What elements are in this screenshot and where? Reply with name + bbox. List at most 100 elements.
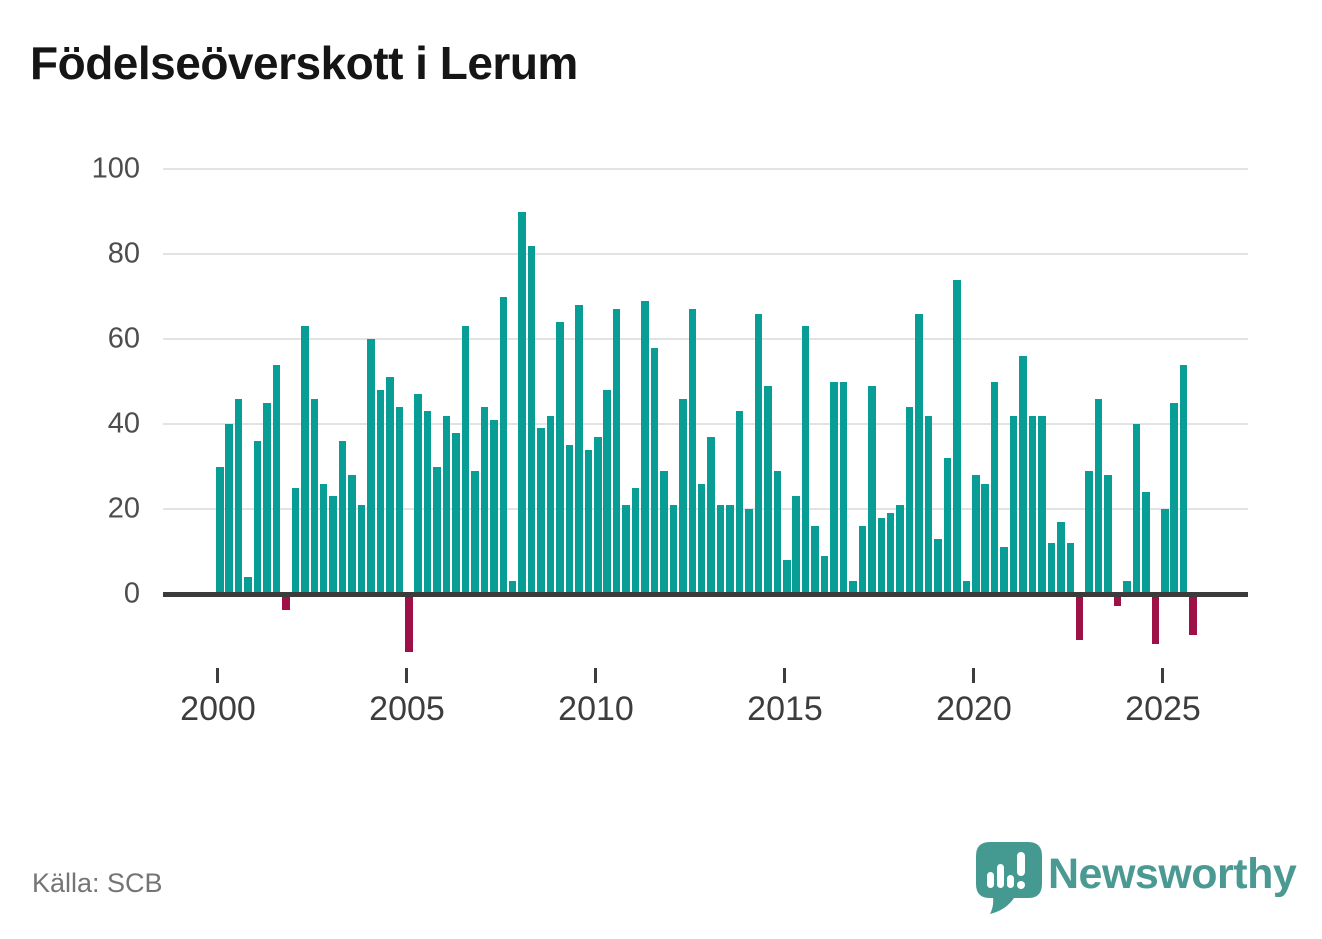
bar-2017Q1 (858, 526, 867, 594)
bar-2000Q4 (244, 577, 252, 594)
bar-2013Q1 (707, 436, 715, 594)
bar-2024Q2 (1132, 424, 1141, 594)
bar-2010Q4 (622, 504, 630, 594)
bar-2024Q3 (1142, 492, 1150, 594)
bar-2009Q1 (556, 322, 564, 594)
bar-2002Q1 (291, 487, 300, 594)
bar-2015Q2 (792, 496, 800, 594)
bar-2023Q1 (1085, 470, 1093, 594)
bar-2007Q2 (490, 419, 498, 594)
bar-2008Q3 (537, 428, 545, 594)
bar-2020Q4 (1000, 547, 1008, 594)
bar-2005Q4 (433, 466, 441, 594)
x-axis-tick-2000 (216, 668, 219, 683)
bar-2014Q3 (764, 385, 772, 594)
bar-2002Q4 (319, 483, 328, 594)
bar-2015Q4 (811, 526, 819, 594)
bar-2004Q1 (367, 339, 375, 594)
bar-2022Q1 (1047, 543, 1056, 594)
y-axis-label-60: 60 (107, 322, 140, 355)
bar-2011Q4 (660, 470, 668, 594)
bar-2015Q1 (783, 560, 791, 594)
bar-2021Q3 (1028, 415, 1037, 594)
x-axis-label-2010: 2010 (558, 690, 634, 728)
bar-2019Q3 (953, 279, 961, 594)
bar-2016Q3 (839, 381, 848, 594)
x-axis-label-2025: 2025 (1125, 690, 1201, 728)
x-axis-tick-2005 (405, 668, 408, 683)
bar-2024Q1 (1123, 581, 1131, 594)
bar-2017Q4 (886, 513, 895, 594)
y-axis-label-0: 0 (123, 577, 140, 610)
gridline-20 (163, 508, 1248, 510)
bar-2004Q3 (386, 377, 394, 594)
bar-2001Q1 (253, 441, 262, 594)
bar-2006Q2 (452, 432, 460, 594)
bar-2018Q1 (896, 504, 904, 594)
x-axis-label-2020: 2020 (936, 690, 1012, 728)
bar-2017Q2 (868, 385, 876, 594)
bar-2012Q3 (688, 309, 696, 594)
bar-2012Q1 (669, 504, 678, 594)
bar-2024Q4 (1151, 597, 1160, 644)
bar-2011Q3 (650, 347, 659, 594)
bar-2003Q4 (357, 504, 366, 594)
bar-2008Q4 (546, 415, 555, 594)
source-note: Källa: SCB (32, 868, 163, 898)
brand-logo: Newsworthy (976, 842, 1297, 918)
bar-2000Q3 (234, 398, 243, 594)
gridline-100 (163, 168, 1248, 170)
bar-2009Q3 (575, 305, 583, 594)
bar-2020Q2 (981, 483, 989, 594)
bar-2019Q1 (934, 538, 942, 594)
bar-2025Q1 (1161, 509, 1169, 594)
bar-2004Q2 (376, 390, 385, 594)
bar-2011Q1 (631, 487, 640, 594)
bar-2003Q1 (329, 496, 337, 594)
bar-2022Q3 (1066, 543, 1074, 594)
bar-2010Q1 (594, 436, 602, 594)
y-axis-label-40: 40 (107, 407, 140, 440)
bar-2003Q3 (348, 475, 356, 594)
x-axis-label-2005: 2005 (369, 690, 445, 728)
bar-2012Q4 (697, 483, 706, 594)
bar-2023Q4 (1113, 597, 1122, 606)
bar-2014Q1 (745, 509, 753, 594)
x-axis-label-2000: 2000 (180, 690, 256, 728)
bar-2021Q2 (1019, 356, 1027, 594)
bar-2014Q4 (773, 470, 782, 594)
gridline-80 (163, 253, 1248, 255)
bar-2012Q2 (679, 398, 687, 594)
bar-2002Q3 (310, 398, 318, 594)
zero-axis-line (163, 592, 1248, 597)
bar-2025Q2 (1170, 402, 1178, 594)
bar-2009Q2 (565, 445, 574, 594)
bar-2018Q4 (924, 415, 933, 594)
bar-2008Q1 (518, 211, 526, 594)
bar-2006Q1 (442, 415, 451, 594)
bar-2023Q3 (1104, 475, 1112, 594)
y-axis-label-80: 80 (107, 237, 140, 270)
bar-2002Q2 (301, 326, 309, 594)
bar-2020Q1 (972, 475, 980, 594)
bar-2001Q2 (263, 402, 271, 594)
bar-2018Q3 (915, 313, 923, 594)
bar-2000Q2 (225, 424, 233, 594)
bar-2014Q2 (754, 313, 763, 594)
y-axis-label-100: 100 (91, 152, 140, 185)
bar-2005Q2 (414, 394, 422, 594)
bar-2004Q4 (395, 407, 404, 594)
bar-2008Q2 (527, 245, 536, 594)
bar-2023Q2 (1094, 398, 1103, 594)
gridline-40 (163, 423, 1248, 425)
bar-2022Q2 (1057, 521, 1065, 594)
bar-2007Q1 (480, 407, 489, 594)
bar-2016Q2 (830, 381, 838, 594)
x-axis-label-2015: 2015 (747, 690, 823, 728)
bar-2015Q3 (801, 326, 810, 594)
bar-2001Q4 (282, 597, 290, 610)
bar-2011Q2 (641, 300, 649, 594)
brand-name: Newsworthy (1048, 850, 1297, 898)
